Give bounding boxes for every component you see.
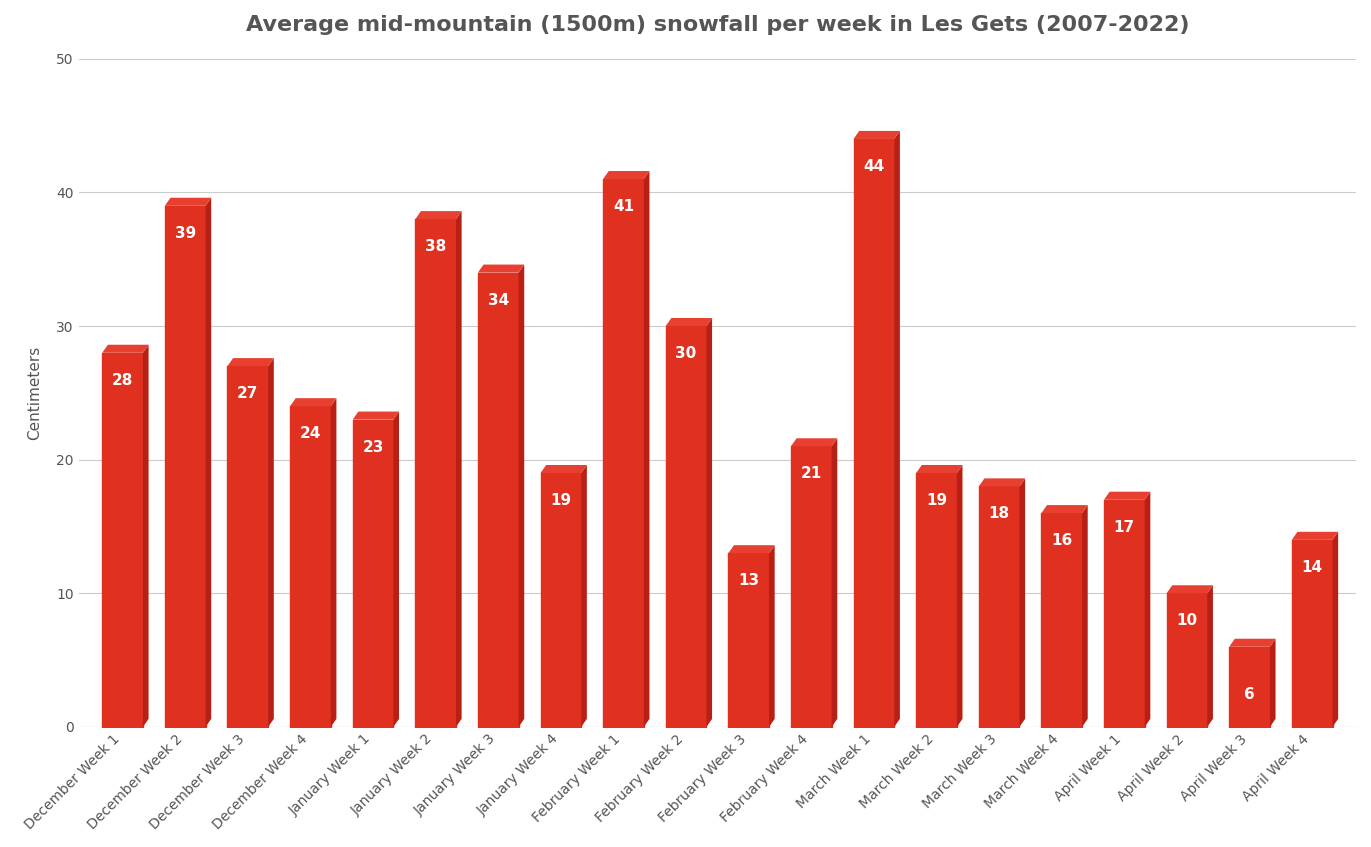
Text: 21: 21 <box>801 467 823 481</box>
Polygon shape <box>1104 492 1150 500</box>
Polygon shape <box>143 345 148 727</box>
Polygon shape <box>291 398 336 407</box>
Polygon shape <box>206 197 211 727</box>
Text: 10: 10 <box>1176 613 1197 628</box>
Polygon shape <box>979 479 1026 486</box>
Polygon shape <box>957 465 962 727</box>
Polygon shape <box>269 358 274 727</box>
Polygon shape <box>1333 532 1338 727</box>
Polygon shape <box>854 131 899 139</box>
Polygon shape <box>1230 639 1275 647</box>
Polygon shape <box>706 318 712 727</box>
Title: Average mid-mountain (1500m) snowfall per week in Les Gets (2007-2022): Average mid-mountain (1500m) snowfall pe… <box>245 15 1189 35</box>
Text: 16: 16 <box>1052 533 1072 548</box>
Polygon shape <box>457 211 462 727</box>
Text: 23: 23 <box>362 440 384 455</box>
Text: 34: 34 <box>488 292 509 307</box>
Polygon shape <box>165 197 211 206</box>
Polygon shape <box>666 318 712 326</box>
Text: 18: 18 <box>988 507 1009 522</box>
Polygon shape <box>540 465 587 473</box>
Polygon shape <box>1270 639 1275 727</box>
Text: 38: 38 <box>425 239 447 254</box>
Polygon shape <box>769 545 775 727</box>
Polygon shape <box>603 171 650 179</box>
Polygon shape <box>330 398 336 727</box>
Text: 27: 27 <box>237 386 259 401</box>
Text: 28: 28 <box>112 373 133 388</box>
Polygon shape <box>1291 532 1338 540</box>
Polygon shape <box>1167 585 1213 593</box>
Polygon shape <box>1082 505 1087 727</box>
Text: 30: 30 <box>676 346 696 361</box>
Polygon shape <box>894 131 899 727</box>
Y-axis label: Centimeters: Centimeters <box>27 346 43 440</box>
Text: 39: 39 <box>174 226 196 241</box>
Polygon shape <box>728 545 775 553</box>
Polygon shape <box>393 412 399 727</box>
Polygon shape <box>352 412 399 419</box>
Text: 41: 41 <box>613 199 633 214</box>
Text: 13: 13 <box>738 573 760 588</box>
Polygon shape <box>644 171 650 727</box>
Polygon shape <box>103 345 148 352</box>
Polygon shape <box>1145 492 1150 727</box>
Polygon shape <box>478 264 524 273</box>
Text: 44: 44 <box>864 159 884 174</box>
Polygon shape <box>916 465 962 473</box>
Polygon shape <box>1020 479 1026 727</box>
Text: 14: 14 <box>1301 560 1323 575</box>
Text: 17: 17 <box>1113 520 1135 534</box>
Text: 6: 6 <box>1245 687 1254 702</box>
Text: 19: 19 <box>925 493 947 508</box>
Polygon shape <box>228 358 274 366</box>
Polygon shape <box>581 465 587 727</box>
Text: 24: 24 <box>300 426 321 441</box>
Polygon shape <box>1042 505 1087 513</box>
Polygon shape <box>791 438 838 446</box>
Polygon shape <box>415 211 462 219</box>
Polygon shape <box>1208 585 1213 727</box>
Polygon shape <box>832 438 838 727</box>
Text: 19: 19 <box>550 493 572 508</box>
Polygon shape <box>518 264 524 727</box>
